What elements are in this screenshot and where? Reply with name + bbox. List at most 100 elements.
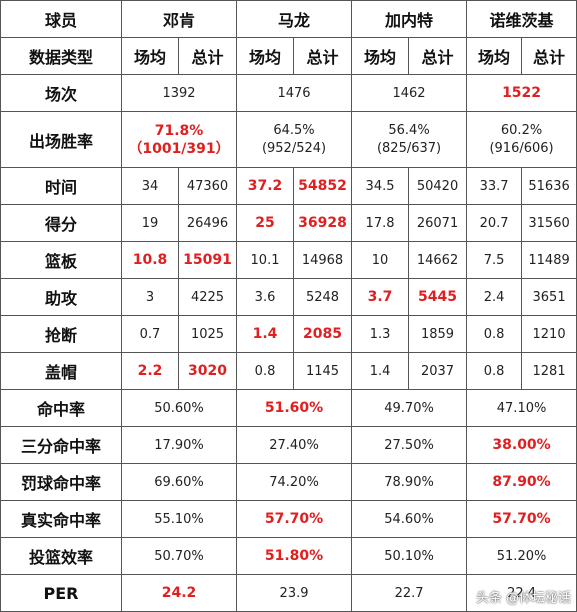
stat-row: 投篮效率 50.70% 51.80% 50.10% 51.20% <box>0 537 577 575</box>
total-value: 50420 <box>408 167 468 205</box>
total-value: 15091 <box>177 241 238 279</box>
total-header: 总计 <box>177 37 238 75</box>
total-value: 1210 <box>521 315 577 353</box>
total-value: 14662 <box>408 241 468 279</box>
stat-row: 盖帽 2.2 3020 0.8 1145 1.4 2037 0.8 1281 <box>0 352 577 390</box>
stat-value: 57.70% <box>466 500 577 538</box>
avg-value: 0.7 <box>121 315 179 353</box>
winrate-record: (825/637) <box>376 140 442 156</box>
stat-value: 1462 <box>351 74 468 112</box>
watermark: 头条 @体坛秘话 <box>475 591 571 606</box>
avg-value: 34 <box>121 167 179 205</box>
stat-value: 47.10% <box>466 389 577 427</box>
avg-value: 33.7 <box>466 167 523 205</box>
avg-value: 0.8 <box>466 352 523 390</box>
total-value: 11489 <box>521 241 577 279</box>
subheader-corner: 数据类型 <box>0 37 122 75</box>
total-value: 31560 <box>521 204 577 242</box>
stat-row: 三分命中率 17.90% 27.40% 27.50% 38.00% <box>0 426 577 464</box>
row-label: 得分 <box>0 204 122 242</box>
stat-value: 50.10% <box>351 537 468 575</box>
avg-header: 场均 <box>351 37 410 75</box>
stat-value: 17.90% <box>120 426 238 464</box>
winrate-row: 出场胜率 71.8% （1001/391） 64.5% (952/524) 56.4% (8… <box>0 111 577 168</box>
total-value: 1145 <box>293 352 353 390</box>
stat-value: 49.70% <box>351 389 468 427</box>
stat-value: 51.60% <box>236 389 353 427</box>
row-label: 盖帽 <box>0 352 122 390</box>
row-label: 投篮效率 <box>0 537 122 575</box>
subheader-row: 数据类型 场均 总计 场均 总计 场均 总计 场均 总计 <box>0 37 577 75</box>
total-value: 47360 <box>177 167 238 205</box>
row-label: 时间 <box>0 167 122 205</box>
total-value: 1025 <box>177 315 238 353</box>
row-label: 真实命中率 <box>0 500 122 538</box>
avg-value: 20.7 <box>466 204 523 242</box>
winrate-pct: 60.2% <box>500 122 543 138</box>
stat-row: 篮板 10.8 15091 10.1 14968 10 14662 7.5 11489 <box>0 241 577 279</box>
player-name: 加内特 <box>351 0 468 38</box>
total-header: 总计 <box>521 37 577 75</box>
stat-value: 55.10% <box>120 500 238 538</box>
stat-value: 23.9 <box>236 574 353 612</box>
stat-value: 69.60% <box>120 463 238 501</box>
stat-value: 74.20% <box>236 463 353 501</box>
avg-value: 1.3 <box>351 315 410 353</box>
stat-value: 27.40% <box>236 426 353 464</box>
stat-row: PER 24.2 23.9 22.7 22.4 <box>0 574 577 612</box>
stat-row: 抢断 0.7 1025 1.4 2085 1.3 1859 0.8 1210 <box>0 315 577 353</box>
header-row: 球员 邓肯 马龙 加内特 诺维茨基 <box>0 0 577 38</box>
winrate-pct: 71.8% <box>154 122 204 139</box>
stat-value: 57.70% <box>236 500 353 538</box>
winrate-pct: 64.5% <box>273 122 315 138</box>
stat-value: 24.2 <box>120 574 238 612</box>
avg-value: 0.8 <box>236 352 295 390</box>
avg-header: 场均 <box>121 37 179 75</box>
avg-value: 25 <box>236 204 295 242</box>
avg-value: 1.4 <box>351 352 410 390</box>
avg-value: 0.8 <box>466 315 523 353</box>
player-name: 诺维茨基 <box>466 0 577 38</box>
stat-row: 得分 19 26496 25 36928 17.8 26071 20.7 31560 <box>0 204 577 242</box>
stat-value: 87.90% <box>466 463 577 501</box>
row-label: 抢断 <box>0 315 122 353</box>
stat-row: 场次 1392 1476 1462 1522 <box>0 74 577 112</box>
stat-row: 真实命中率 55.10% 57.70% 54.60% 57.70% <box>0 500 577 538</box>
winrate-value: 56.4% (825/637) <box>351 111 468 168</box>
avg-value: 7.5 <box>466 241 523 279</box>
row-label: 罚球命中率 <box>0 463 122 501</box>
stat-value: 50.60% <box>120 389 238 427</box>
winrate-record: (916/606) <box>489 140 554 156</box>
stat-row: 助攻 3 4225 3.6 5248 3.7 5445 2.4 3651 <box>0 278 577 316</box>
stat-value: 22.4 <box>466 574 577 612</box>
winrate-value: 71.8% （1001/391） <box>120 111 238 168</box>
total-value: 5248 <box>293 278 353 316</box>
stat-value: 51.20% <box>466 537 577 575</box>
stat-value: 78.90% <box>351 463 468 501</box>
total-value: 4225 <box>177 278 238 316</box>
total-value: 54852 <box>293 167 353 205</box>
avg-value: 10.8 <box>121 241 179 279</box>
stat-value: 51.80% <box>236 537 353 575</box>
avg-value: 19 <box>121 204 179 242</box>
total-value: 51636 <box>521 167 577 205</box>
row-label: 三分命中率 <box>0 426 122 464</box>
avg-value: 3.6 <box>236 278 295 316</box>
avg-value: 34.5 <box>351 167 410 205</box>
winrate-value: 64.5% (952/524) <box>236 111 353 168</box>
avg-value: 3.7 <box>351 278 410 316</box>
stat-value: 38.00% <box>466 426 577 464</box>
stat-value: 50.70% <box>120 537 238 575</box>
winrate-value: 60.2% (916/606) <box>466 111 577 168</box>
avg-header: 场均 <box>466 37 523 75</box>
row-label: 篮板 <box>0 241 122 279</box>
total-value: 26496 <box>177 204 238 242</box>
avg-value: 37.2 <box>236 167 295 205</box>
total-value: 3651 <box>521 278 577 316</box>
total-value: 3020 <box>177 352 238 390</box>
stat-value: 27.50% <box>351 426 468 464</box>
stat-value: 1392 <box>120 74 238 112</box>
winrate-record: （1001/391） <box>128 140 230 157</box>
row-label: PER <box>0 574 122 612</box>
